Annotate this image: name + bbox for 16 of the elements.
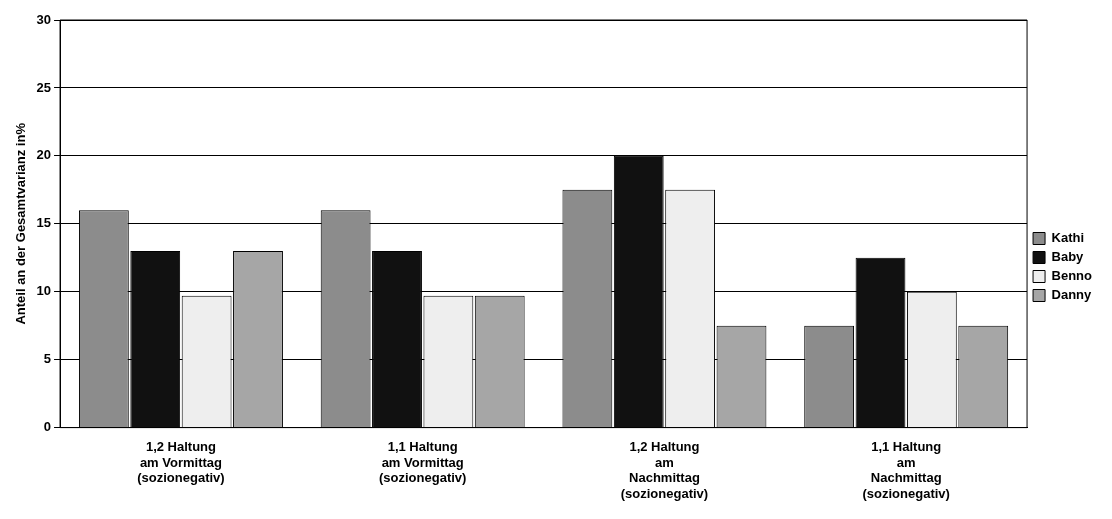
y-axis-title: Anteil an der Gesamtvarianz in% [13,122,29,325]
y-tick-label: 5 [43,351,52,367]
y-tick-label: 10 [36,283,52,299]
legend-label: Kathi [1051,230,1085,246]
y-tick-label: 20 [36,147,52,163]
y-tick-label: 0 [43,419,52,435]
x-tick-label: 1,2 Haltung am Vormittag (sozionegativ) [137,438,225,486]
legend-label: Benno [1051,268,1093,284]
x-tick-label: 1,1 Haltung am Nachmittag (sozionegativ) [862,438,950,501]
legend-label: Baby [1051,249,1085,265]
y-tick-label: 15 [36,215,52,231]
legend-label: Danny [1051,287,1093,303]
x-tick-label: 1,1 Haltung am Vormittag (sozionegativ) [378,438,467,486]
y-tick-label: 25 [36,79,52,95]
y-tick-label: 30 [36,11,52,27]
x-tick-label: 1,2 Haltung am Nachmittag (sozionegativ) [620,438,709,501]
